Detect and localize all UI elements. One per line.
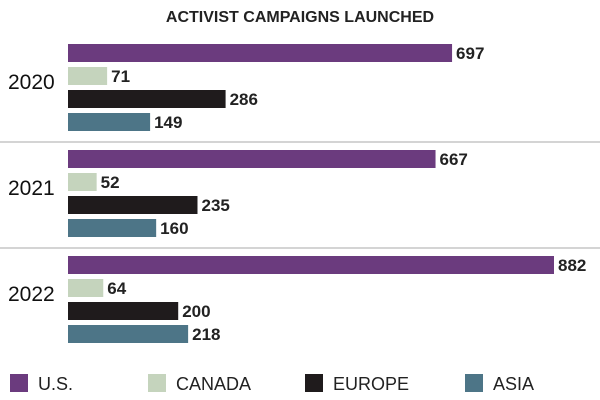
bar-2021-asia [68, 219, 157, 237]
value-label-2021-europe: 235 [201, 196, 229, 215]
legend-label-asia: ASIA [493, 374, 534, 394]
value-label-2021-canada: 52 [101, 173, 120, 192]
value-label-2020-us: 697 [456, 44, 484, 63]
bar-2020-europe [68, 90, 226, 108]
bar-2020-us [68, 44, 453, 62]
bar-2020-canada [68, 67, 108, 85]
bar-2021-europe [68, 196, 198, 214]
value-label-2022-us: 882 [558, 256, 586, 275]
chart-title: ACTIVIST CAMPAIGNS LAUNCHED [166, 9, 434, 26]
group-2020: 697 71 286 149 2020 [0, 44, 600, 143]
chart-groups: 697 71 286 149 2020 667 52 235 160 2021 882 64 200 21… [0, 44, 600, 344]
legend-label-canada: CANADA [176, 374, 251, 394]
legend-swatch-europe [305, 374, 323, 392]
legend-swatch-us [10, 374, 28, 392]
legend-swatch-canada [148, 374, 166, 392]
year-label-2020: 2020 [8, 71, 55, 94]
value-label-2022-europe: 200 [182, 302, 210, 321]
value-label-2020-europe: 286 [230, 90, 258, 109]
value-label-2021-us: 667 [440, 150, 468, 169]
value-label-2020-canada: 71 [111, 67, 130, 86]
value-label-2020-asia: 149 [154, 113, 182, 132]
bar-2022-asia [68, 325, 189, 343]
legend-swatch-asia [465, 374, 483, 392]
year-label-2021: 2021 [8, 177, 55, 200]
value-label-2022-asia: 218 [192, 325, 220, 344]
year-label-2022: 2022 [8, 283, 55, 306]
legend-label-europe: EUROPE [333, 374, 409, 394]
group-2022: 882 64 200 218 2022 [8, 256, 586, 344]
bar-2022-us [68, 256, 554, 274]
bar-2022-canada [68, 279, 104, 297]
group-2021: 667 52 235 160 2021 [0, 150, 600, 249]
legend-label-us: U.S. [38, 374, 73, 394]
legend: U.S. CANADA EUROPE ASIA [10, 374, 534, 394]
value-label-2021-asia: 160 [160, 219, 188, 238]
value-label-2022-canada: 64 [107, 279, 126, 298]
bar-2021-us [68, 150, 436, 168]
bar-2021-canada [68, 173, 97, 191]
bar-2020-asia [68, 113, 151, 131]
bar-2022-europe [68, 302, 179, 320]
